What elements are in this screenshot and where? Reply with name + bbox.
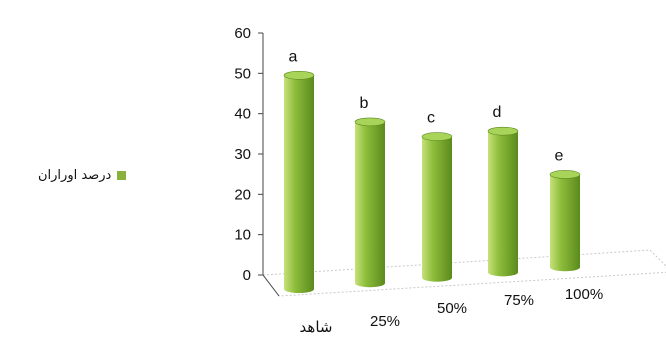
bar-3: c	[421, 110, 453, 282]
y-tick-label: 60	[234, 25, 251, 42]
bar-2: b	[354, 95, 386, 288]
y-tick-label: 50	[234, 65, 251, 82]
bar-cap	[549, 170, 581, 179]
bar-body	[550, 174, 580, 272]
bar-body	[422, 136, 452, 282]
y-tick-label: 40	[234, 106, 251, 123]
bar-cap	[487, 126, 519, 136]
bar-data-label: c	[427, 110, 435, 127]
bar-data-label: b	[360, 95, 369, 112]
bar-body	[488, 131, 518, 277]
y-tick-label: 0	[243, 267, 251, 284]
axes	[262, 33, 666, 297]
bar-cap	[354, 117, 386, 127]
legend-label: درصد اوراران	[38, 168, 112, 183]
floor-plane	[262, 249, 666, 297]
bar-5: e	[549, 147, 581, 272]
bar-data-label: a	[289, 48, 298, 65]
x-tick-label: 75%	[504, 292, 534, 309]
y-tick-label: 20	[234, 186, 251, 203]
bar-cap	[421, 132, 453, 141]
bar-body	[284, 75, 314, 294]
bar-data-label: e	[555, 147, 564, 164]
x-axis-ticks: شاهد 25% 50% 75% 100%	[300, 286, 604, 336]
y-axis-ticks: 0 10 20 30 40 50 60	[234, 25, 263, 284]
bar-cap	[283, 70, 315, 80]
bar-body	[355, 121, 385, 288]
bar-data-label: d	[493, 104, 502, 121]
legend: درصد اوراران	[38, 168, 127, 183]
y-tick-label: 10	[234, 227, 251, 244]
legend-swatch	[117, 171, 127, 180]
x-tick-label: 25%	[370, 313, 400, 330]
floor-left-edge	[262, 274, 280, 297]
bar-4: d	[487, 104, 519, 277]
y-tick-label: 30	[234, 146, 251, 163]
bar-1: a	[283, 48, 315, 294]
x-tick-label: شاهد	[300, 319, 333, 336]
bars: a b c d e	[283, 48, 581, 294]
x-tick-label: 50%	[437, 300, 467, 317]
x-tick-label: 100%	[565, 286, 603, 303]
